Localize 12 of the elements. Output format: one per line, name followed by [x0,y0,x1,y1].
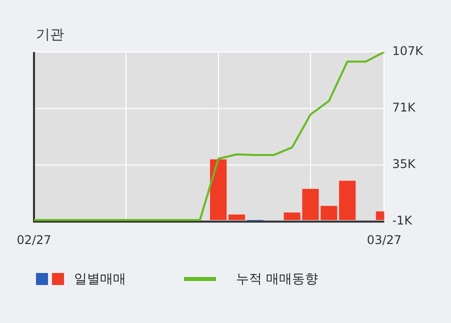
y-tick-label: 35K [392,157,416,172]
y-tick-label: -1K [392,214,414,228]
bar [339,180,356,220]
x-tick-label: 03/27 [366,232,402,247]
x-tick-label: 02/27 [16,232,52,247]
legend-label: 일별매매 [74,271,126,288]
y-tick-label: 71K [392,100,416,115]
bar [228,214,246,220]
chart-title: 기관 [36,26,64,44]
y-tick-label: 107K [392,44,424,58]
legend-label: 누적 매매동향 [236,271,318,288]
bar [210,159,227,220]
